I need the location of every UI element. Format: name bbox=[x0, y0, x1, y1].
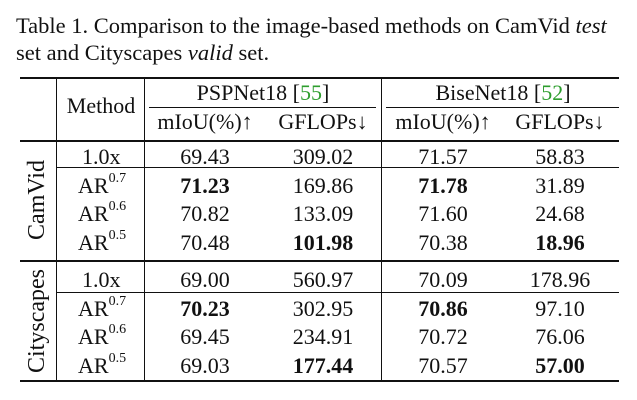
value-cell: 71.23 bbox=[180, 173, 230, 198]
value-cell: 69.00 bbox=[180, 267, 230, 292]
value-cell: 71.57 bbox=[418, 144, 468, 169]
method-ratio: 0.7 bbox=[108, 170, 127, 186]
value-cell: 24.68 bbox=[535, 201, 585, 226]
col-header-miou-bise: mIoU(%)↑ bbox=[395, 109, 491, 134]
value-cell: 70.48 bbox=[180, 230, 230, 255]
top-rule bbox=[20, 77, 619, 79]
method-name: 1.0x bbox=[82, 144, 121, 169]
method-cell: 1.0x bbox=[82, 268, 121, 292]
header-rule bbox=[20, 140, 619, 142]
vrule-method bbox=[144, 78, 145, 381]
method-cell: AR0.6 bbox=[78, 321, 127, 349]
value-cell: 70.38 bbox=[418, 230, 468, 255]
caption-suffix: set. bbox=[232, 40, 270, 65]
value-cell: 71.78 bbox=[418, 173, 468, 198]
value-cell: 70.82 bbox=[180, 201, 230, 226]
value-cell: 70.57 bbox=[418, 353, 468, 378]
method-cell: 1.0x bbox=[82, 145, 121, 169]
bottom-rule bbox=[20, 380, 619, 382]
value-cell: 69.03 bbox=[180, 353, 230, 378]
table-caption: Table 1. Comparison to the image-based m… bbox=[16, 12, 626, 66]
value-cell: 70.72 bbox=[418, 324, 468, 349]
citation-ref: 55 bbox=[299, 80, 322, 105]
method-header: Method bbox=[66, 93, 136, 118]
value-cell: 302.95 bbox=[292, 296, 354, 321]
value-cell: 234.91 bbox=[292, 324, 354, 349]
method-name: AR bbox=[78, 201, 109, 226]
method-cell: AR0.5 bbox=[78, 227, 127, 255]
method-name: AR bbox=[78, 296, 109, 321]
group-header-pspnet: PSPNet18 [55] bbox=[196, 80, 330, 105]
value-cell: 101.98 bbox=[292, 230, 354, 255]
caption-middle: set and Cityscapes bbox=[16, 40, 188, 65]
caption-prefix: Table 1. Comparison to the image-based m… bbox=[16, 13, 576, 38]
method-cell: AR0.7 bbox=[78, 170, 127, 198]
value-cell: 70.86 bbox=[418, 296, 468, 321]
method-ratio: 0.5 bbox=[108, 350, 127, 366]
method-name: AR bbox=[78, 324, 109, 349]
method-ratio: 0.5 bbox=[108, 227, 127, 243]
value-cell: 169.86 bbox=[292, 173, 354, 198]
value-cell: 58.83 bbox=[535, 144, 585, 169]
vrule-groups bbox=[381, 78, 382, 381]
value-cell: 31.89 bbox=[535, 173, 585, 198]
value-cell: 70.09 bbox=[418, 267, 468, 292]
block2-baseline-rule bbox=[56, 292, 619, 293]
value-cell: 309.02 bbox=[292, 144, 354, 169]
value-cell: 70.23 bbox=[180, 296, 230, 321]
value-cell: 69.43 bbox=[180, 144, 230, 169]
method-name: 1.0x bbox=[82, 267, 121, 292]
method-cell: AR0.7 bbox=[78, 293, 127, 321]
method-name: AR bbox=[78, 353, 109, 378]
value-cell: 178.96 bbox=[529, 267, 591, 292]
value-cell: 18.96 bbox=[535, 230, 585, 255]
method-name: AR bbox=[78, 230, 109, 255]
value-cell: 177.44 bbox=[292, 353, 354, 378]
group-header-bisenet: BiseNet18 [52] bbox=[435, 80, 571, 105]
value-cell: 97.10 bbox=[535, 296, 585, 321]
block-separator-rule bbox=[20, 260, 619, 262]
method-ratio: 0.6 bbox=[108, 321, 127, 337]
col-header-gflops-bise: GFLOPs↓ bbox=[515, 109, 605, 134]
col-header-miou-psp: mIoU(%)↑ bbox=[157, 109, 253, 134]
method-cell: AR0.6 bbox=[78, 198, 127, 226]
block1-baseline-rule bbox=[56, 167, 619, 168]
citation-ref: 52 bbox=[541, 80, 564, 105]
group-name: PSPNet18 bbox=[196, 80, 288, 105]
method-name: AR bbox=[78, 173, 109, 198]
value-cell: 69.45 bbox=[180, 324, 230, 349]
method-cell: AR0.5 bbox=[78, 350, 127, 378]
value-cell: 57.00 bbox=[535, 353, 585, 378]
group-name: BiseNet18 bbox=[435, 80, 529, 105]
vrule-dataset bbox=[56, 78, 57, 381]
value-cell: 76.06 bbox=[535, 324, 585, 349]
dataset-label-cityscapes: Cityscapes bbox=[24, 269, 50, 373]
value-cell: 133.09 bbox=[292, 201, 354, 226]
col-header-gflops-psp: GFLOPs↓ bbox=[278, 109, 368, 134]
caption-valid: valid bbox=[187, 40, 233, 65]
caption-test: test bbox=[575, 13, 607, 38]
value-cell: 71.60 bbox=[418, 201, 468, 226]
value-cell: 560.97 bbox=[292, 267, 354, 292]
method-ratio: 0.7 bbox=[108, 293, 127, 309]
group-rule-right bbox=[386, 107, 619, 108]
method-ratio: 0.6 bbox=[108, 198, 127, 214]
group-rule-left bbox=[149, 107, 376, 108]
dataset-label-camvid: CamVid bbox=[24, 160, 50, 240]
